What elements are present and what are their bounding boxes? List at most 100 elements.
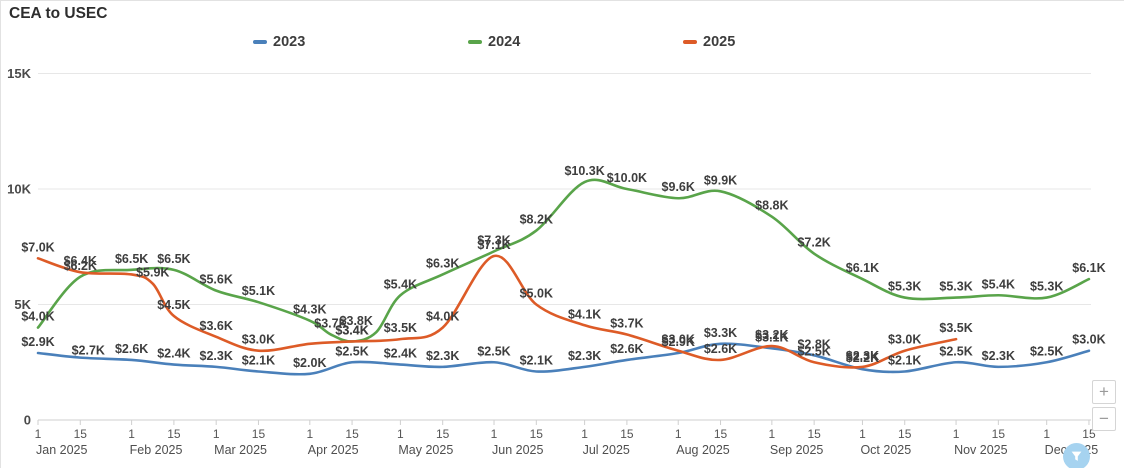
x-tick-label: 15: [167, 427, 181, 441]
point-label: $4.5K: [157, 298, 190, 312]
month-label: Aug 2025: [676, 443, 730, 457]
point-label: $2.5K: [1030, 344, 1063, 358]
chart-title: CEA to USEC: [9, 5, 108, 22]
point-label: $7.0K: [21, 240, 54, 254]
x-tick-label: 1: [1043, 427, 1050, 441]
point-label: $6.1K: [846, 261, 879, 275]
point-label: $2.6K: [610, 342, 643, 356]
x-tick-label: 1: [213, 427, 220, 441]
month-label: Jul 2025: [583, 443, 630, 457]
point-label: $3.5K: [384, 321, 417, 335]
point-label: $5.6K: [200, 273, 233, 287]
point-label: $3.8K: [340, 314, 373, 328]
point-label: $5.0K: [520, 287, 553, 301]
point-label: $6.5K: [115, 252, 148, 266]
x-tick-label: 15: [436, 427, 450, 441]
month-label: Jun 2025: [492, 443, 543, 457]
point-label: $2.3K: [568, 349, 601, 363]
legend-item-2023[interactable]: 2023: [253, 34, 305, 50]
point-label: $3.0K: [1072, 333, 1105, 347]
x-tick-label: 1: [35, 427, 42, 441]
point-label: $5.9K: [136, 266, 169, 280]
zoom-in-button[interactable]: +: [1092, 380, 1116, 404]
point-label: $5.4K: [384, 277, 417, 291]
month-label: Sep 2025: [770, 443, 824, 457]
point-label: $2.4K: [157, 347, 190, 361]
x-tick-label: 1: [491, 427, 498, 441]
x-tick-label: 15: [530, 427, 544, 441]
series-line-2024: [36, 178, 1091, 343]
x-tick-label: 1: [675, 427, 682, 441]
point-label: $2.5K: [939, 344, 972, 358]
point-label: $7.3K: [477, 233, 510, 247]
y-axis-label: 15K: [7, 66, 31, 81]
point-label: $10.0K: [607, 171, 647, 185]
point-label: $6.5K: [157, 252, 190, 266]
series-line-2023: [36, 342, 1091, 376]
point-label: $3.7K: [610, 317, 643, 331]
point-label: $3.0K: [888, 333, 921, 347]
legend-item-2025[interactable]: 2025: [683, 34, 735, 50]
point-label: $10.3K: [564, 164, 604, 178]
point-label: $4.3K: [293, 303, 326, 317]
point-label: $2.5K: [477, 344, 510, 358]
legend-label-2023: 2023: [273, 34, 306, 50]
x-tick-label: 1: [581, 427, 588, 441]
point-label: $2.5K: [797, 344, 830, 358]
point-label: $9.6K: [662, 180, 695, 194]
point-label: $2.0K: [293, 356, 326, 370]
point-label: $3.0K: [242, 333, 275, 347]
legend-marker-2023-icon: [253, 40, 267, 44]
point-label: $6.4K: [64, 254, 97, 268]
point-label: $9.9K: [704, 173, 737, 187]
x-tick-label: 15: [620, 427, 634, 441]
point-label: $3.3K: [704, 326, 737, 340]
point-label: $6.3K: [426, 256, 459, 270]
point-label: $3.4K: [335, 323, 368, 337]
x-tick-label: 15: [74, 427, 88, 441]
point-label: $2.6K: [115, 342, 148, 356]
legend-marker-2024-icon: [468, 40, 482, 44]
point-label: $7.2K: [797, 236, 830, 250]
y-axis-label: 0: [24, 413, 31, 428]
month-label: Oct 2025: [860, 443, 911, 457]
filter-funnel-icon: [1071, 451, 1082, 461]
point-label: $2.1K: [520, 353, 553, 367]
point-label: $6.2K: [64, 259, 97, 273]
x-tick-label: 15: [807, 427, 821, 441]
x-tick-label: 15: [252, 427, 266, 441]
x-tick-label: 15: [714, 427, 728, 441]
zoom-out-button[interactable]: −: [1092, 407, 1116, 431]
point-label: $3.4K: [335, 323, 368, 337]
point-label: $3.0K: [662, 333, 695, 347]
y-axis-label: 5K: [14, 297, 31, 312]
point-label: $3.2K: [755, 328, 788, 342]
point-label: $6.1K: [1072, 261, 1105, 275]
point-label: $2.8K: [797, 337, 830, 351]
x-tick-label: 1: [953, 427, 960, 441]
point-label: $3.7K: [314, 317, 347, 331]
point-label: $5.3K: [939, 280, 972, 294]
x-tick-label: 1: [769, 427, 776, 441]
point-label: $2.3K: [426, 349, 459, 363]
point-label: $2.7K: [72, 344, 105, 358]
point-label: $3.5K: [939, 321, 972, 335]
x-tick-label: 1: [397, 427, 404, 441]
point-label: $2.3K: [200, 349, 233, 363]
month-label: Feb 2025: [130, 443, 183, 457]
point-label: $2.9K: [21, 335, 54, 349]
point-label: $4.0K: [426, 310, 459, 324]
month-label: May 2025: [398, 443, 453, 457]
point-label: $2.6K: [704, 342, 737, 356]
legend-item-2024[interactable]: 2024: [468, 34, 520, 50]
series-line-2025: [36, 254, 958, 369]
point-label: $5.1K: [242, 284, 275, 298]
y-axis-label: 10K: [7, 182, 31, 197]
x-tick-label: 15: [345, 427, 359, 441]
filter-button[interactable]: [1063, 443, 1090, 468]
legend-label-2024: 2024: [488, 34, 521, 50]
point-label: $2.1K: [888, 353, 921, 367]
point-label: $3.6K: [200, 319, 233, 333]
